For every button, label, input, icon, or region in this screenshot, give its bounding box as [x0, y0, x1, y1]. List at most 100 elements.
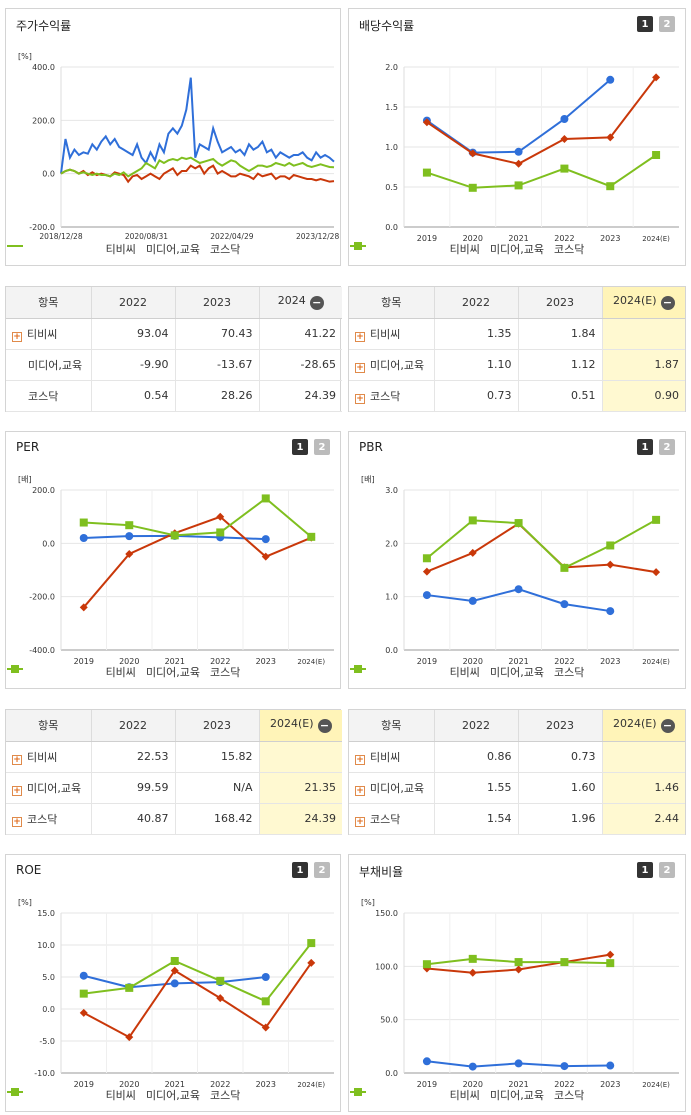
- row-label: 코스닥: [27, 812, 58, 826]
- dividend-yield-chart: 2.0 1.5 1.0 0.5 0.0 2019 2020 2021 2022 2023 2024(…: [385, 63, 679, 243]
- data-point-tbs: [560, 1062, 569, 1071]
- legend-item-tbs[interactable]: 티비씨: [7, 664, 136, 680]
- y-tick-label: -400.0: [29, 646, 55, 655]
- page-1-button[interactable]: 1: [637, 862, 653, 878]
- pager: 1 2: [637, 862, 675, 878]
- legend-item-media[interactable]: 미디어,교육: [7, 664, 200, 680]
- legend: 티비씨 미디어,교육 코스닥: [6, 1087, 340, 1103]
- column-header: 2022: [91, 710, 176, 742]
- table-cell: 1.87: [602, 349, 685, 381]
- per-table-panel: 항목 2022 2023 2024(E) − + 티비씨 22.53 15.82 + 미디어,교육 9…: [5, 709, 342, 835]
- series-line-kosdaq: [83, 497, 312, 538]
- collapse-icon[interactable]: −: [317, 719, 332, 734]
- header-label: 2023: [546, 718, 574, 732]
- row-label: 티비씨: [370, 750, 401, 764]
- page-1-button[interactable]: 1: [637, 439, 653, 455]
- collapse-icon[interactable]: −: [309, 296, 324, 311]
- expand-icon[interactable]: +: [355, 816, 365, 827]
- legend-item-media[interactable]: 미디어,교육: [7, 1087, 201, 1103]
- collapse-icon[interactable]: −: [660, 296, 675, 311]
- expand-icon[interactable]: +: [12, 331, 22, 342]
- collapse-icon[interactable]: −: [660, 719, 675, 734]
- data-point-tbs: [606, 607, 615, 616]
- data-point-kosdaq: [606, 959, 615, 968]
- data-point-tbs: [514, 585, 523, 594]
- legend: 티비씨 미디어,교육 코스닥: [349, 664, 685, 680]
- legend-label: 미디어,교육: [145, 1089, 201, 1102]
- expand-icon[interactable]: +: [355, 785, 365, 796]
- legend-item-media[interactable]: 미디어,교육: [350, 1087, 544, 1103]
- series-line-kosdaq: [426, 518, 657, 570]
- header-label: 항목: [381, 296, 402, 310]
- data-point-media: [606, 133, 615, 142]
- legend-label: 티비씨: [105, 243, 136, 256]
- table-row: + 미디어,교육 1.55 1.60 1.46: [349, 772, 685, 804]
- legend-item-tbs[interactable]: 티비씨: [7, 241, 136, 257]
- legend-item-kosdaq[interactable]: 코스닥: [7, 241, 240, 257]
- page-1-button[interactable]: 1: [292, 862, 308, 878]
- data-point-media: [468, 968, 477, 977]
- data-point-media: [79, 603, 88, 612]
- x-tick-label: 2022: [210, 1080, 230, 1089]
- page-2-button[interactable]: 2: [659, 862, 675, 878]
- page-2-button[interactable]: 2: [659, 16, 675, 32]
- series-line-tbs: [60, 77, 335, 174]
- data-point-kosdaq: [514, 519, 523, 528]
- table-cell: 168.42: [175, 803, 260, 835]
- legend-item-media[interactable]: 미디어,교육: [350, 241, 544, 257]
- legend: 티비씨 미디어,교육 코스닥: [349, 241, 685, 257]
- row-name: + 미디어,교육: [349, 772, 435, 804]
- y-tick-label: 2.0: [385, 63, 398, 72]
- x-tick-label: 2023/12/28: [296, 232, 339, 241]
- legend-item-media[interactable]: 미디어,교육: [350, 664, 544, 680]
- data-point-kosdaq: [216, 528, 225, 537]
- data-point-kosdaq: [606, 182, 615, 191]
- page-1-button[interactable]: 1: [292, 439, 308, 455]
- table-cell: 1.35: [434, 318, 519, 350]
- table-cell: 1.55: [434, 772, 519, 804]
- table-cell: 93.04: [91, 318, 176, 350]
- legend-item-tbs[interactable]: 티비씨: [350, 1087, 480, 1103]
- data-point-kosdaq: [125, 521, 134, 530]
- table-cell: 1.54: [434, 803, 519, 835]
- legend-label: 티비씨: [105, 1089, 136, 1102]
- page-2-button[interactable]: 2: [659, 439, 675, 455]
- legend-item-kosdaq[interactable]: 코스닥: [350, 241, 584, 257]
- expand-icon[interactable]: +: [355, 393, 365, 404]
- legend-item-kosdaq[interactable]: 코스닥: [7, 1087, 240, 1103]
- column-header: 2022: [91, 287, 176, 319]
- series-line-kosdaq: [60, 156, 335, 178]
- legend-item-kosdaq[interactable]: 코스닥: [7, 664, 240, 680]
- header-label: 항목: [38, 719, 59, 733]
- dividend-yield-panel: 배당수익률 1 2 2.0 1.5 1.0 0.5 0.0 2019 2020 2021 202…: [348, 8, 686, 266]
- legend-item-kosdaq[interactable]: 코스닥: [350, 1087, 584, 1103]
- expand-icon[interactable]: +: [12, 816, 22, 827]
- legend-label: 티비씨: [449, 1089, 480, 1102]
- expand-icon[interactable]: +: [355, 362, 365, 373]
- expand-icon[interactable]: +: [355, 331, 365, 342]
- page-2-button[interactable]: 2: [314, 439, 330, 455]
- legend-marker: [7, 245, 23, 247]
- row-name: 미디어,교육: [6, 349, 92, 381]
- page-1-button[interactable]: 1: [637, 16, 653, 32]
- expand-icon[interactable]: +: [12, 785, 22, 796]
- y-tick-label: -5.0: [39, 1037, 55, 1046]
- table-cell: 1.12: [518, 349, 603, 381]
- unit-label: [%]: [361, 898, 375, 907]
- legend-item-media[interactable]: 미디어,교육: [7, 241, 200, 257]
- header-label: 2024(E): [612, 294, 657, 308]
- legend-item-tbs[interactable]: 티비씨: [350, 664, 480, 680]
- expand-icon[interactable]: +: [355, 754, 365, 765]
- x-tick-label: 2023: [600, 1080, 620, 1089]
- legend-item-kosdaq[interactable]: 코스닥: [350, 664, 584, 680]
- y-tick-label: 0.0: [385, 223, 398, 232]
- x-tick-label: 2022: [554, 1080, 574, 1089]
- table-row: + 티비씨 93.04 70.43 41.22: [6, 318, 342, 350]
- table-row: 코스닥 0.54 28.26 24.39: [6, 380, 342, 412]
- data-point-tbs: [79, 971, 88, 980]
- row-name: + 티비씨: [349, 741, 435, 773]
- page-2-button[interactable]: 2: [314, 862, 330, 878]
- legend-item-tbs[interactable]: 티비씨: [7, 1087, 136, 1103]
- legend-item-tbs[interactable]: 티비씨: [350, 241, 480, 257]
- expand-icon[interactable]: +: [12, 754, 22, 765]
